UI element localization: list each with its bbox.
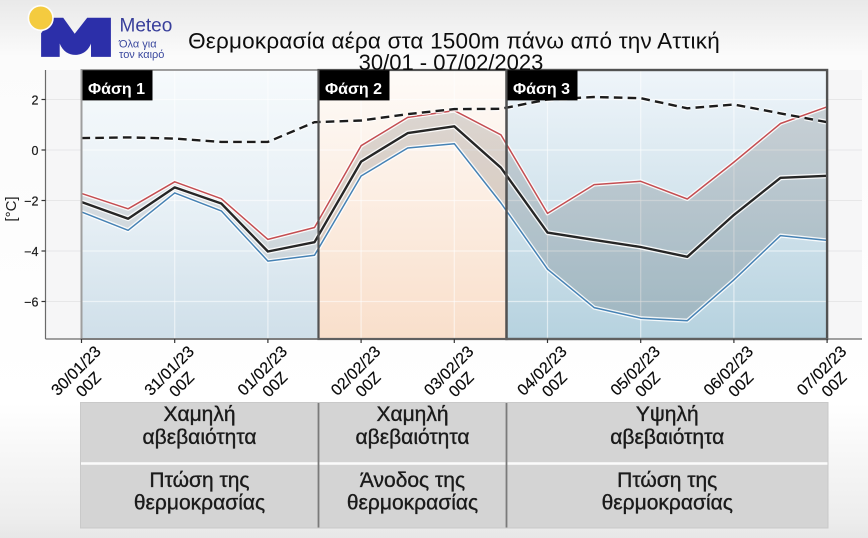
svg-text:−2: −2: [24, 195, 38, 209]
svg-text:θερμοκρασίας: θερμοκρασίας: [134, 492, 265, 515]
svg-text:−4: −4: [24, 245, 38, 259]
svg-text:Χαμηλή: Χαμηλή: [376, 403, 448, 426]
svg-text:τον καιρό: τον καιρό: [119, 49, 164, 61]
svg-text:Φάση 1: Φάση 1: [88, 81, 145, 98]
svg-text:2: 2: [32, 94, 39, 108]
svg-text:Υψηλή: Υψηλή: [636, 403, 699, 426]
svg-text:−6: −6: [24, 296, 38, 310]
svg-text:0: 0: [32, 144, 39, 158]
svg-text:Άνοδος της: Άνοδος της: [360, 469, 465, 492]
svg-text:αβεβαιότητα: αβεβαιότητα: [143, 426, 257, 449]
svg-text:Φάση 2: Φάση 2: [325, 81, 382, 98]
svg-text:Φάση 3: Φάση 3: [513, 81, 570, 98]
svg-text:Χαμηλή: Χαμηλή: [163, 403, 235, 426]
svg-text:θερμοκρασίας: θερμοκρασίας: [347, 492, 478, 515]
svg-text:θερμοκρασίας: θερμοκρασίας: [602, 492, 733, 515]
svg-text:[°C]: [°C]: [3, 196, 20, 221]
svg-text:Θερμοκρασία αέρα στα 1500m πάν: Θερμοκρασία αέρα στα 1500m πάνω από την …: [188, 29, 720, 54]
svg-text:αβεβαιότητα: αβεβαιότητα: [356, 426, 470, 449]
svg-text:Πτώση της: Πτώση της: [149, 469, 249, 492]
svg-text:Πτώση της: Πτώση της: [617, 469, 717, 492]
svg-text:αβεβαιότητα: αβεβαιότητα: [610, 426, 724, 449]
svg-text:Όλα για: Όλα για: [118, 39, 157, 51]
svg-text:30/01 - 07/02/2023: 30/01 - 07/02/2023: [359, 50, 544, 75]
svg-text:Meteo: Meteo: [120, 16, 173, 37]
